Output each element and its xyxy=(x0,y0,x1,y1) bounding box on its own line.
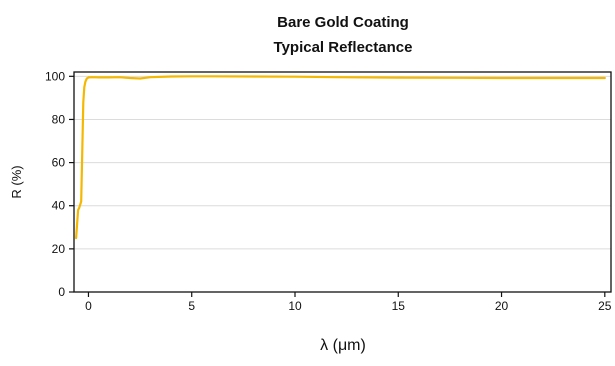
axis-ticks: 0 20 40 60 80 100 0 5 10 15 20 25 xyxy=(45,69,612,313)
y-tick-label: 60 xyxy=(52,156,66,170)
x-tick-label: 5 xyxy=(188,299,195,313)
gridlines xyxy=(74,75,611,250)
chart-title-line-1: Bare Gold Coating xyxy=(277,14,409,31)
y-tick-label: 80 xyxy=(52,112,66,126)
y-tick-label: 100 xyxy=(45,69,65,83)
plot-frame xyxy=(73,71,612,293)
series-layer xyxy=(74,75,606,240)
chart-title-line-2: Typical Reflectance xyxy=(274,39,413,56)
y-tick-label: 0 xyxy=(58,285,65,299)
x-tick-label: 0 xyxy=(85,299,92,313)
x-tick-label: 15 xyxy=(392,299,406,313)
y-axis-label: R (%) xyxy=(9,165,24,198)
y-tick-label: 20 xyxy=(52,242,66,256)
x-tick-label: 20 xyxy=(495,299,509,313)
x-tick-label: 10 xyxy=(288,299,302,313)
x-axis-label: λ (μm) xyxy=(320,337,366,354)
reflectance-line xyxy=(74,75,606,240)
x-tick-label: 25 xyxy=(598,299,612,313)
y-tick-label: 40 xyxy=(52,199,66,213)
